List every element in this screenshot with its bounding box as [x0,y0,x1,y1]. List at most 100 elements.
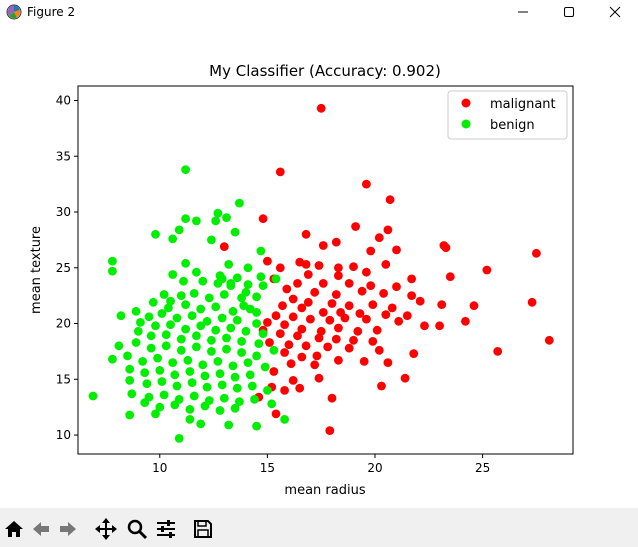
subplots-button[interactable] [153,516,179,542]
point-malignant-72 [334,323,343,333]
point-malignant-92 [297,352,307,362]
back-arrow-icon [33,522,49,536]
forward-button[interactable] [55,516,81,542]
point-benign-69 [222,333,231,343]
point-benign-80 [237,348,247,357]
point-malignant-60 [288,312,298,322]
point-malignant-2 [362,179,371,189]
y-tick-label-25: 25 [56,261,71,275]
x-tick-label-20: 20 [367,461,382,475]
point-benign-49 [202,316,212,326]
point-benign-12 [256,246,266,256]
point-malignant-110 [288,376,298,385]
point-benign-142 [241,287,251,297]
point-benign-66 [176,334,186,344]
point-benign-8 [230,227,240,237]
legend-label-malignant: malignant [490,97,556,112]
point-benign-29 [258,281,268,290]
point-benign-3 [181,214,191,224]
point-benign-115 [159,390,169,400]
legend-marker-malignant [461,98,471,108]
point-benign-40 [196,304,206,314]
point-malignant-19 [301,260,311,269]
point-malignant-4 [258,214,268,224]
home-button[interactable] [1,516,27,542]
minimize-icon [518,11,528,13]
point-benign-31 [176,291,186,300]
point-malignant-66 [420,321,429,331]
point-malignant-5 [351,222,360,231]
point-benign-41 [211,302,221,312]
point-malignant-61 [306,314,315,324]
point-benign-25 [198,276,208,286]
point-benign-67 [192,331,201,341]
point-malignant-53 [355,309,365,318]
back-button[interactable] [28,516,54,542]
point-benign-23 [271,274,281,284]
pan-button[interactable] [93,516,119,542]
point-malignant-7 [301,229,311,239]
point-malignant-28 [334,271,343,280]
point-benign-57 [181,324,191,334]
point-benign-141 [226,281,236,290]
point-malignant-33 [344,279,354,288]
point-benign-9 [151,229,160,239]
maximize-button[interactable] [546,0,592,24]
points-layer [88,103,554,443]
point-malignant-42 [415,296,425,306]
point-benign-123 [140,398,150,408]
home-icon [5,521,23,537]
y-tick-label-30: 30 [56,205,71,219]
point-malignant-77 [275,329,285,338]
point-benign-13 [108,256,117,266]
point-benign-132 [151,409,160,419]
point-malignant-36 [282,284,292,294]
point-malignant-79 [314,333,324,343]
point-malignant-83 [265,338,274,347]
save-button[interactable] [190,516,216,542]
point-benign-42 [228,306,238,316]
point-benign-71 [254,339,264,348]
save-icon [194,520,212,538]
point-benign-55 [151,321,160,331]
point-benign-136 [252,421,261,431]
point-benign-50 [217,313,227,323]
y-tick-label-20: 20 [56,317,71,331]
point-malignant-48 [387,303,397,313]
point-malignant-22 [349,262,358,272]
point-benign-89 [198,360,208,370]
figure-canvas[interactable]: My Classifier (Accuracy: 0.902) 10 15 20 25… [0,24,638,508]
zoom-button[interactable] [124,516,150,542]
legend: malignant benign [447,90,568,140]
point-benign-119 [219,393,229,403]
point-malignant-74 [372,325,382,335]
point-malignant-40 [379,289,388,298]
point-malignant-50 [297,303,307,313]
point-malignant-21 [334,263,343,273]
ticks-layer: 10 15 20 25 10 15 20 25 30 35 40 [56,93,491,475]
point-malignant-99 [334,355,343,365]
point-malignant-69 [280,320,289,329]
point-malignant-85 [301,341,311,351]
point-benign-125 [170,400,180,410]
point-benign-30 [159,290,169,299]
minimize-button[interactable] [500,0,546,24]
point-benign-117 [189,391,199,401]
point-benign-98 [185,367,195,376]
point-malignant-91 [280,348,289,357]
point-malignant-86 [323,342,333,352]
point-benign-92 [243,358,253,367]
point-malignant-44 [303,297,313,307]
point-benign-126 [185,405,195,414]
window-title: Figure 2 [27,5,76,19]
point-benign-82 [269,345,279,355]
point-malignant-104 [295,383,305,393]
point-malignant-57 [469,301,479,311]
point-malignant-27 [303,270,313,279]
legend-marker-benign [461,119,471,129]
close-button[interactable] [592,0,638,24]
point-benign-54 [136,318,145,327]
point-benign-109 [217,380,227,390]
point-benign-86 [153,353,163,363]
point-benign-22 [256,272,266,282]
